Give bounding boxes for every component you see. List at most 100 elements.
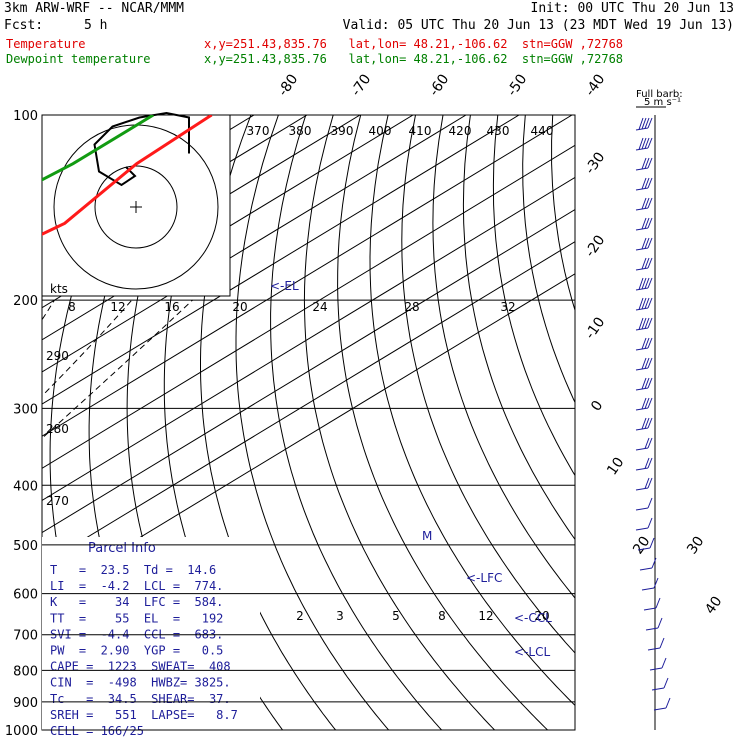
wind-barb-flag (644, 417, 650, 429)
wind-barb-flag (638, 277, 644, 290)
theta-label-left: 270 (46, 494, 69, 508)
level-marker: <-LFC (466, 571, 502, 585)
wind-barb-flag (647, 377, 653, 389)
wind-barb-flag (641, 337, 647, 350)
barb-legend-title: Full barb: (636, 89, 683, 100)
isotherm-label: -70 (348, 71, 374, 99)
wind-barb-flag (647, 157, 653, 169)
wind-barb-flag (661, 657, 667, 669)
isotherm-label: -50 (504, 71, 530, 99)
theta-label: 410 (409, 124, 432, 138)
wind-barb-flag (651, 557, 657, 569)
temperature-location: x,y=251.43,835.76 lat,lon= 48.21,-106.62… (204, 37, 624, 51)
wind-barb-flag (647, 477, 653, 489)
parcel-info-row: Tc = 34.5 SHEAR= 37. (50, 692, 231, 706)
wind-barb-flag (663, 677, 669, 689)
wind-barb (635, 447, 649, 451)
wind-barb-flag (641, 317, 647, 330)
wind-barb-flag (647, 457, 653, 469)
barb-legend-value: 5 m s⁻¹ (644, 97, 681, 108)
parcel-info-box (42, 537, 260, 730)
mixing-ratio-label: 8 (438, 609, 446, 623)
wind-barb-flag (649, 537, 655, 549)
wind-barb-flag (653, 577, 659, 589)
wind-barb-flag (644, 337, 650, 349)
hodograph-speed-label: 16 (164, 300, 179, 314)
mixing-ratio-label: 3 (336, 609, 344, 623)
pressure-tick-label: 100 (13, 109, 38, 124)
isotherm-label: -30 (582, 149, 608, 177)
isotherm (42, 115, 414, 341)
hodograph-trace (93, 111, 190, 187)
wind-barb-flag (647, 357, 653, 369)
forecast-label: Fcst: (4, 18, 44, 33)
wind-barb-flag (641, 237, 647, 250)
wind-barb-flag (644, 117, 650, 129)
wind-barb (639, 567, 653, 571)
dry-adiabat (608, 115, 740, 730)
pressure-tick-label: 300 (13, 402, 38, 417)
mixing-ratio-label: 20 (534, 609, 549, 623)
dry-adiabat (462, 115, 575, 541)
wind-barb-flag (638, 297, 644, 310)
pressure-tick-label: 200 (13, 294, 38, 309)
wind-barb-flag (644, 197, 650, 209)
wind-barb (645, 627, 659, 631)
wind-barb-flag (647, 297, 653, 309)
wind-barb-flag (641, 217, 647, 230)
dry-adiabat (270, 115, 442, 730)
dry-adiabat (0, 115, 4, 730)
isotherm-label: 10 (604, 455, 627, 479)
wind-barb-flag (647, 317, 653, 329)
isotherm-label: 30 (684, 534, 707, 558)
wind-barb-flag (647, 437, 653, 449)
wind-barb-flag (641, 297, 647, 310)
isotherm-label: -10 (582, 314, 608, 342)
wind-barb (635, 487, 649, 491)
theta-label-left: 290 (46, 349, 69, 363)
hodograph-speed-label: 8 (68, 300, 76, 314)
temperature-legend: Temperature (6, 37, 86, 51)
wind-barb-flag (665, 697, 671, 709)
isotherm-label: -60 (426, 71, 452, 99)
wind-barb-flag (644, 317, 650, 329)
hodograph-center (130, 201, 142, 213)
mixing-ratio-label: 5 (392, 609, 400, 623)
wind-barb (651, 687, 665, 691)
wind-barb-flag (644, 157, 650, 169)
dry-adiabat (492, 115, 575, 477)
wind-barb-flag (644, 137, 650, 149)
wind-barb-flag (641, 397, 647, 410)
wind-barb-flag (641, 277, 647, 290)
wind-barb-flag (644, 177, 650, 189)
hodograph-unit: kts (50, 282, 68, 296)
dry-adiabat (401, 115, 575, 654)
wind-barb-flag (659, 637, 665, 649)
wind-barb (635, 527, 649, 531)
wind-barb-flag (644, 217, 650, 229)
wind-barb-flag (647, 277, 653, 289)
wind-barb (637, 547, 651, 551)
wind-barb-flag (647, 177, 653, 189)
isotherm (42, 241, 575, 566)
forecast-value: 5 h (84, 18, 108, 33)
pressure-tick-label: 700 (13, 629, 38, 644)
hodograph-speed-label: 20 (232, 300, 247, 314)
wind-barb-flag (641, 197, 647, 210)
wind-barb-flag (641, 117, 647, 130)
isotherm (42, 115, 467, 373)
pressure-tick-label: 500 (13, 539, 38, 554)
theta-label: 430 (487, 124, 510, 138)
wind-barb-flag (641, 177, 647, 190)
wind-barb (641, 587, 655, 591)
wind-barb-flag (644, 237, 650, 249)
hodograph-speed-label: 12 (110, 300, 125, 314)
wind-barb (647, 647, 661, 651)
wind-barb-flag (644, 277, 650, 289)
wind-barb-flag (655, 597, 661, 609)
hodograph-speed-label: 24 (312, 300, 327, 314)
wind-barb-flag (647, 137, 653, 149)
isotherm (42, 115, 520, 405)
